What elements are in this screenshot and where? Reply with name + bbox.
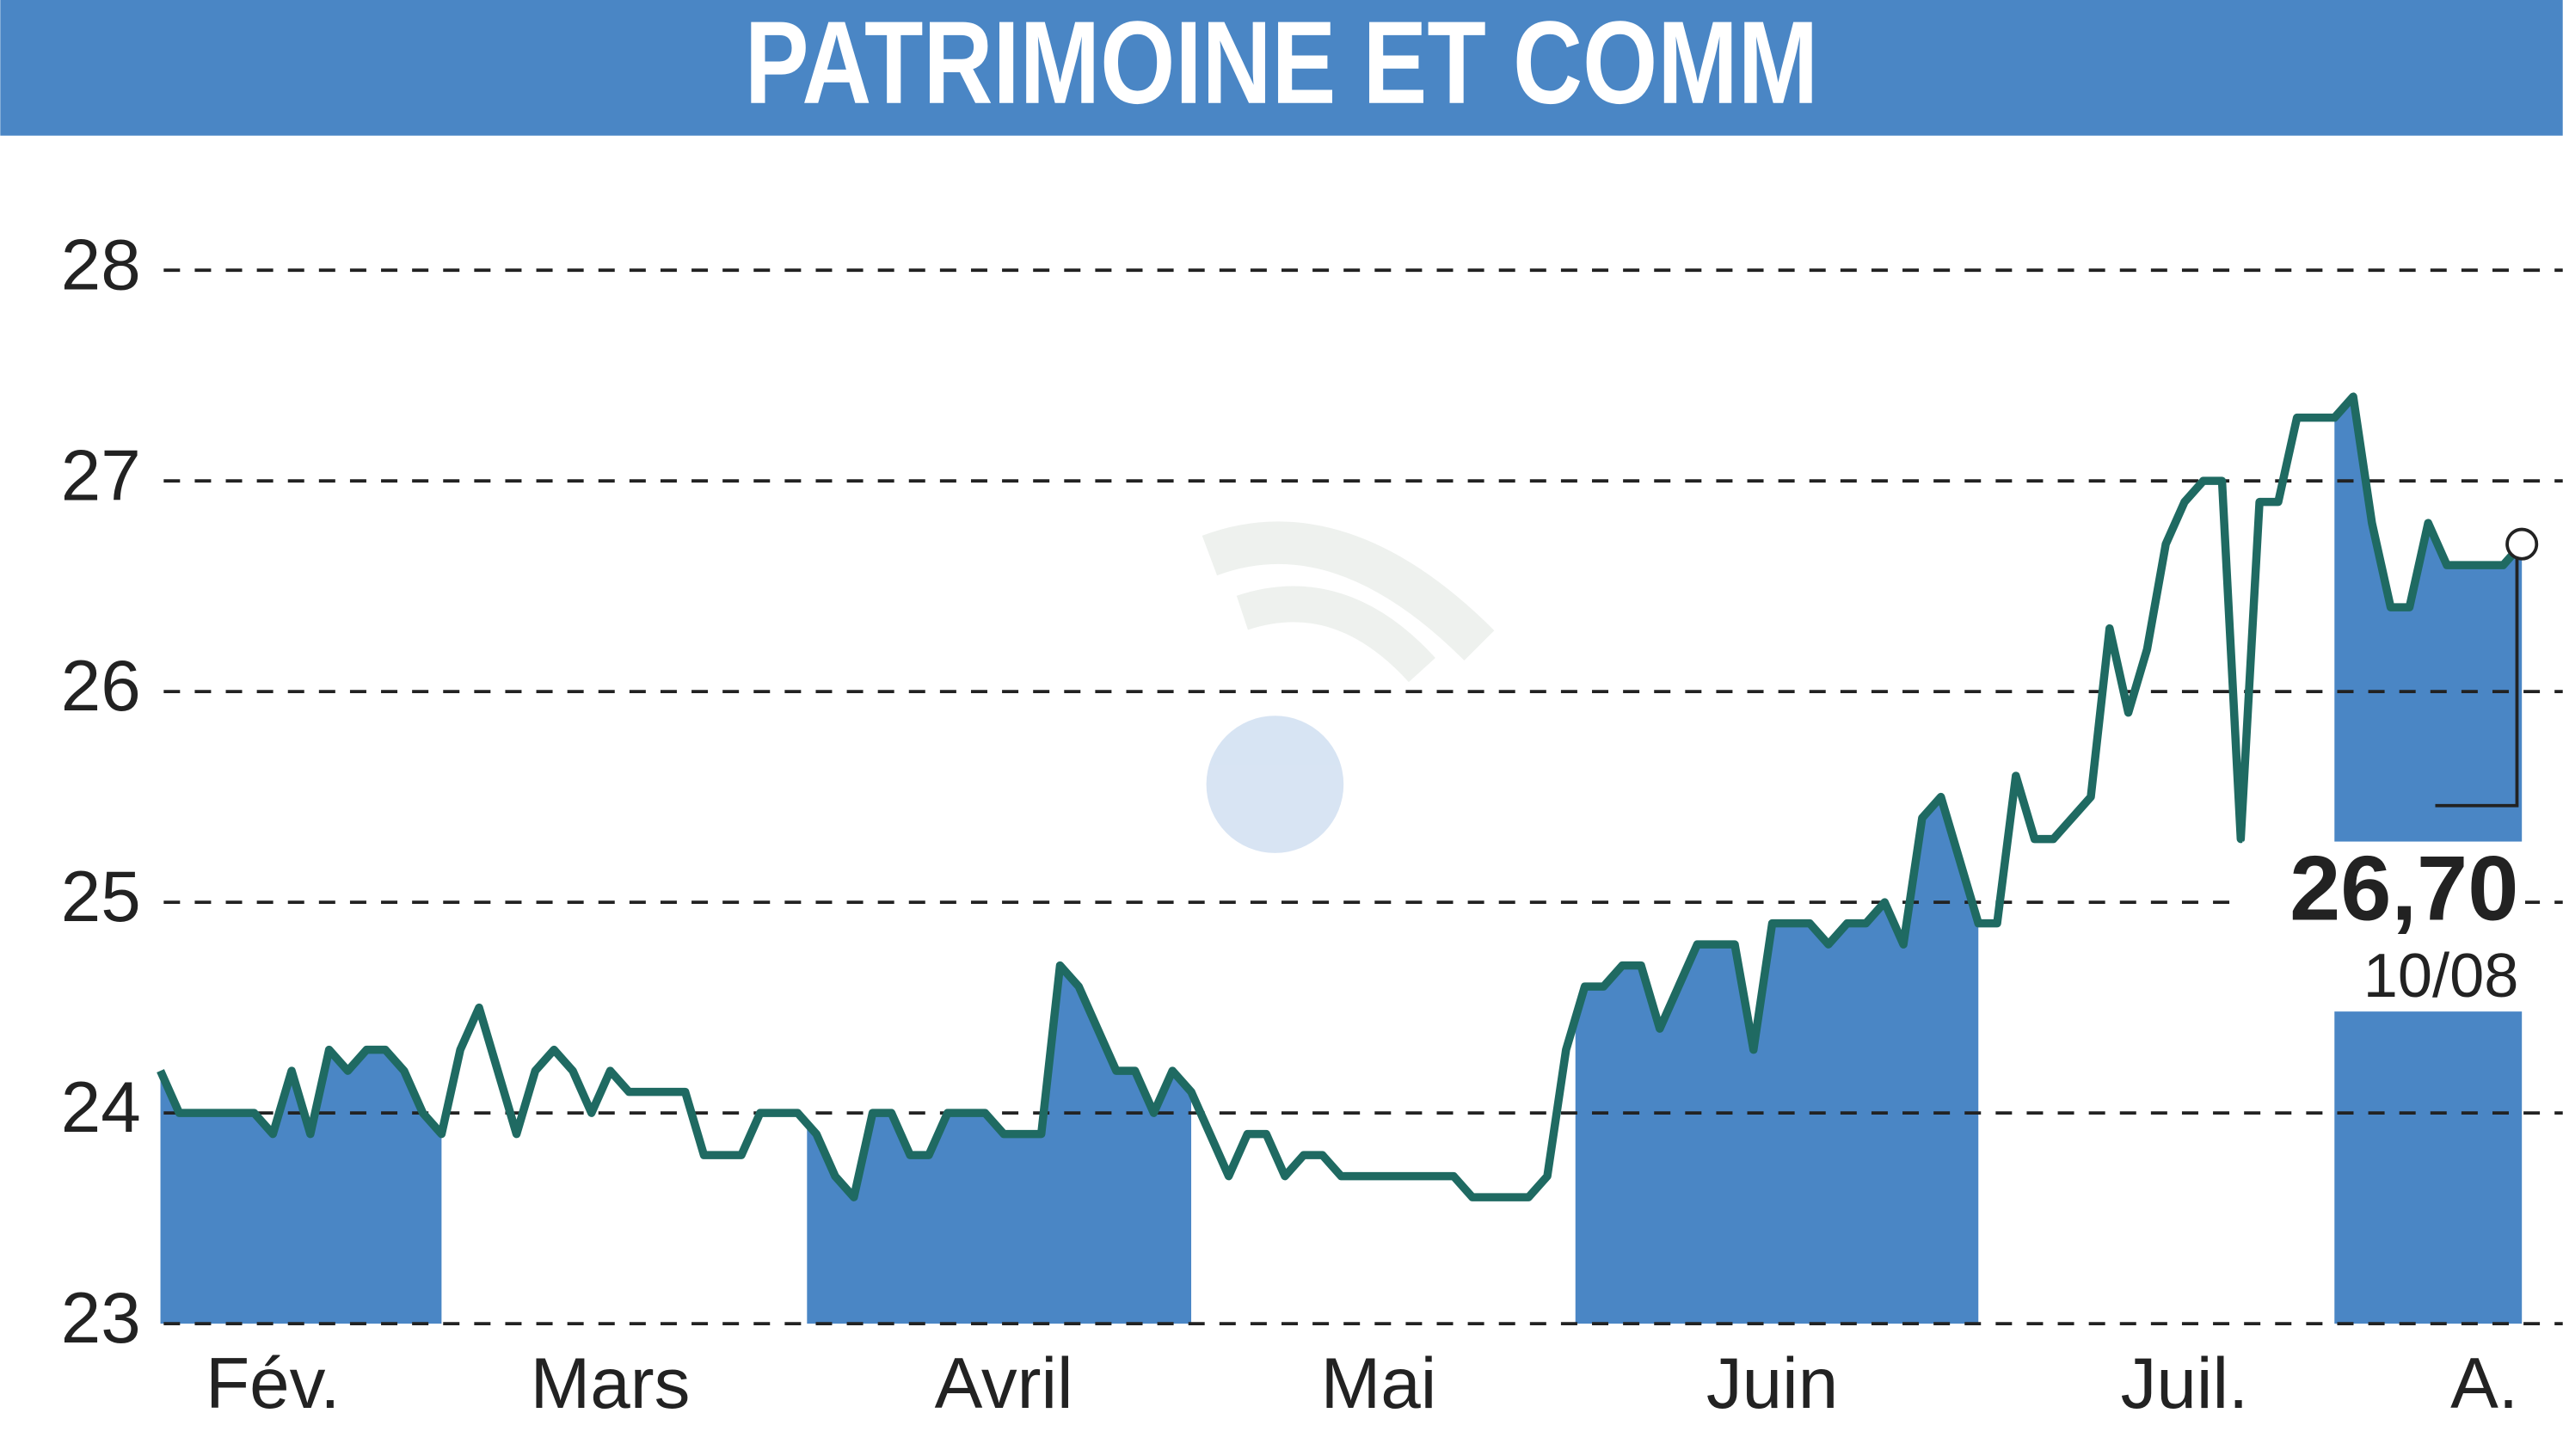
- y-tick-label: 26: [61, 645, 141, 726]
- title-bar: [0, 0, 2563, 136]
- x-tick-label: Mai: [1321, 1342, 1437, 1423]
- chart-title: PATRIMOINE ET COMM: [745, 0, 1818, 128]
- x-tick-label: Juin: [1706, 1342, 1838, 1423]
- x-tick-label: Mars: [531, 1342, 691, 1423]
- x-tick-label: Juil.: [2121, 1342, 2249, 1423]
- grid: 23 24 25 26 27 28: [61, 224, 2563, 1358]
- x-tick-label: Avril: [935, 1342, 1073, 1423]
- line: [157, 392, 2525, 1201]
- x-tick-label: A.: [2450, 1342, 2518, 1423]
- x-tick-label: Fév.: [206, 1342, 340, 1423]
- y-tick-label: 24: [61, 1066, 141, 1147]
- y-tick-label: 25: [61, 856, 141, 937]
- label-box: [2242, 841, 2525, 1012]
- last-point: [2505, 527, 2539, 561]
- area: [160, 396, 2523, 1324]
- y-tick-label: 28: [61, 224, 141, 304]
- last-value-label: 26,70: [2289, 837, 2518, 939]
- leader-line: [2435, 544, 2519, 808]
- shading: [160, 396, 2523, 1324]
- last-date: 10/08: [2363, 942, 2519, 1011]
- y-tick-label: 23: [61, 1277, 141, 1358]
- watermark: [1202, 521, 1495, 853]
- y-tick-label: 27: [61, 434, 141, 515]
